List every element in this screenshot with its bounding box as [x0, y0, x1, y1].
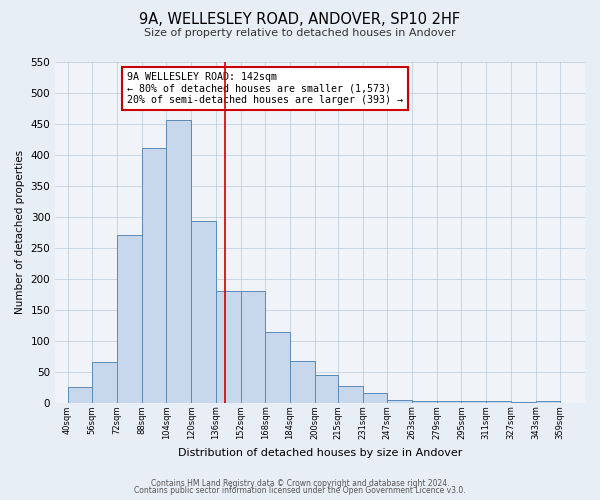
Y-axis label: Number of detached properties: Number of detached properties [15, 150, 25, 314]
Bar [536, 400, 560, 402]
Bar [486, 400, 511, 402]
Bar [191, 221, 216, 402]
X-axis label: Distribution of detached houses by size in Andover: Distribution of detached houses by size … [178, 448, 462, 458]
Bar [166, 120, 191, 402]
Bar [362, 393, 387, 402]
Bar [387, 400, 412, 402]
Bar [241, 291, 265, 403]
Bar [68, 387, 92, 402]
Bar [461, 400, 486, 402]
Bar [314, 374, 338, 402]
Bar [117, 235, 142, 402]
Bar [142, 148, 166, 402]
Text: Contains public sector information licensed under the Open Government Licence v3: Contains public sector information licen… [134, 486, 466, 495]
Bar [437, 400, 461, 402]
Text: 9A, WELLESLEY ROAD, ANDOVER, SP10 2HF: 9A, WELLESLEY ROAD, ANDOVER, SP10 2HF [139, 12, 461, 28]
Bar [290, 361, 314, 403]
Bar [216, 291, 241, 403]
Bar [338, 386, 362, 402]
Bar [412, 400, 437, 402]
Bar [265, 332, 290, 402]
Text: 9A WELLESLEY ROAD: 142sqm
← 80% of detached houses are smaller (1,573)
20% of se: 9A WELLESLEY ROAD: 142sqm ← 80% of detac… [127, 72, 403, 105]
Bar [92, 362, 117, 403]
Text: Contains HM Land Registry data © Crown copyright and database right 2024.: Contains HM Land Registry data © Crown c… [151, 478, 449, 488]
Text: Size of property relative to detached houses in Andover: Size of property relative to detached ho… [144, 28, 456, 38]
